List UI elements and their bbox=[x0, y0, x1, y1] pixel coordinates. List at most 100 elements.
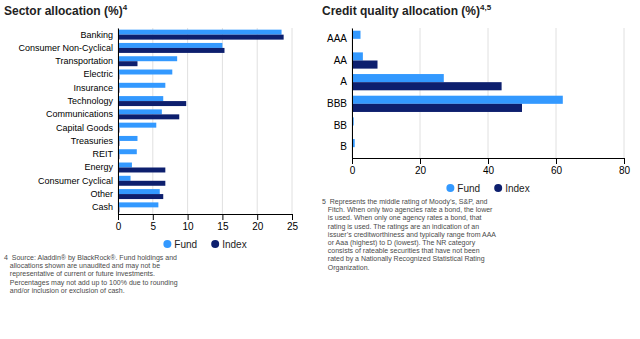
bar bbox=[118, 176, 131, 181]
legend: FundIndex bbox=[163, 239, 246, 250]
y-tick-label: BBB bbox=[327, 98, 347, 109]
x-tick: 80 bbox=[619, 158, 631, 176]
legend-label: Index bbox=[505, 183, 529, 194]
y-tick-label: Communications bbox=[46, 109, 114, 119]
x-tick-mark bbox=[292, 214, 293, 220]
footnote: 5 Represents the middle rating of Moody’… bbox=[322, 198, 496, 272]
grid-line bbox=[257, 28, 258, 214]
legend-item: Index bbox=[211, 239, 246, 250]
x-tick-label: 20 bbox=[415, 165, 427, 176]
bar bbox=[118, 114, 179, 119]
bar bbox=[118, 96, 163, 101]
y-tick-label: AAA bbox=[327, 33, 347, 44]
grid-line bbox=[222, 28, 223, 214]
y-tick: Electric bbox=[83, 69, 113, 79]
x-tick-mark bbox=[153, 214, 154, 220]
x-tick-label: 25 bbox=[287, 221, 299, 232]
y-tick-label: Transportation bbox=[55, 56, 113, 66]
bar bbox=[352, 52, 363, 60]
legend-item: Index bbox=[494, 183, 529, 194]
bar bbox=[352, 61, 378, 69]
x-axis: 020406080 bbox=[350, 158, 631, 176]
y-tick-label: Banking bbox=[80, 30, 113, 40]
y-tick-label: Technology bbox=[67, 96, 113, 106]
y-tick-label: Insurance bbox=[73, 83, 113, 93]
bar bbox=[352, 96, 563, 104]
bar bbox=[118, 202, 158, 207]
y-tick-label: Energy bbox=[84, 162, 113, 172]
bar bbox=[118, 30, 282, 35]
x-tick: 40 bbox=[483, 158, 495, 176]
y-tick: BBB bbox=[327, 98, 347, 109]
y-tick-label: Cash bbox=[92, 202, 113, 212]
bar bbox=[118, 109, 162, 114]
title: Credit quality allocation (%)4,5 bbox=[322, 3, 492, 18]
bar bbox=[118, 163, 132, 168]
x-tick-mark bbox=[556, 158, 557, 164]
y-tick-label: BB bbox=[334, 120, 348, 131]
x-tick-label: 0 bbox=[116, 221, 122, 232]
bars bbox=[352, 31, 563, 156]
y-tick: Communications bbox=[46, 109, 114, 119]
chart: 0510152025BankingConsumer Non-CyclicalTr… bbox=[4, 3, 298, 294]
bar bbox=[118, 189, 160, 194]
y-tick: Capital Goods bbox=[56, 123, 114, 133]
y-tick-label: Treasuries bbox=[71, 136, 114, 146]
y-tick: Energy bbox=[84, 162, 113, 172]
legend-item: Fund bbox=[446, 183, 480, 194]
x-tick-mark bbox=[488, 158, 489, 164]
legend-marker bbox=[163, 240, 171, 248]
x-tick: 20 bbox=[252, 214, 264, 232]
y-tick-label: AA bbox=[334, 55, 348, 66]
grid-line bbox=[292, 28, 293, 214]
x-axis-line bbox=[353, 159, 625, 165]
bar bbox=[118, 35, 284, 40]
bar bbox=[118, 43, 222, 48]
y-tick-label: Other bbox=[90, 189, 113, 199]
y-tick: Treasuries bbox=[71, 136, 114, 146]
bar bbox=[118, 70, 172, 75]
y-tick: Consumer Cyclical bbox=[38, 176, 113, 186]
bar bbox=[118, 181, 165, 186]
y-tick: Technology bbox=[67, 96, 113, 106]
bar bbox=[352, 82, 502, 90]
y-tick: Consumer Non-Cyclical bbox=[18, 43, 113, 53]
x-tick: 10 bbox=[183, 214, 195, 232]
grid bbox=[352, 28, 624, 158]
bar bbox=[118, 149, 137, 154]
legend-marker bbox=[494, 184, 502, 192]
y-axis-line bbox=[118, 29, 119, 215]
legend-label: Index bbox=[222, 239, 246, 250]
y-tick: REIT bbox=[92, 149, 113, 159]
grid-line bbox=[556, 28, 557, 158]
x-tick-mark bbox=[352, 158, 353, 164]
x-tick-mark bbox=[118, 214, 119, 220]
bars bbox=[118, 30, 284, 213]
bar bbox=[352, 31, 361, 39]
y-axis: Banking Consumer Non-Cyclical Transportati… bbox=[18, 29, 118, 215]
series bbox=[118, 35, 284, 213]
x-tick: 20 bbox=[415, 158, 427, 176]
grid-line bbox=[420, 28, 421, 158]
legend-label: Fund bbox=[457, 183, 480, 194]
x-tick-label: 10 bbox=[183, 221, 195, 232]
x-tick-label: 80 bbox=[619, 165, 631, 176]
bar bbox=[118, 83, 165, 88]
y-tick-label: REIT bbox=[92, 149, 113, 159]
bar bbox=[118, 48, 224, 53]
x-axis-line bbox=[119, 215, 293, 221]
y-tick-label: Capital Goods bbox=[56, 123, 114, 133]
footnote: 4 Source: Aladdin® by BlackRock®. Fund h… bbox=[4, 254, 178, 294]
bar bbox=[352, 74, 444, 82]
y-tick: B bbox=[340, 141, 347, 152]
y-tick: BB bbox=[334, 120, 348, 131]
legend-marker bbox=[446, 184, 454, 192]
grid-line bbox=[352, 28, 353, 158]
x-tick-mark bbox=[188, 214, 189, 220]
x-tick: 0 bbox=[116, 214, 122, 232]
x-tick-label: 0 bbox=[350, 165, 356, 176]
x-tick: 15 bbox=[217, 214, 229, 232]
y-tick: Transportation bbox=[55, 56, 113, 66]
bar bbox=[118, 123, 156, 128]
grid-line bbox=[152, 28, 153, 214]
